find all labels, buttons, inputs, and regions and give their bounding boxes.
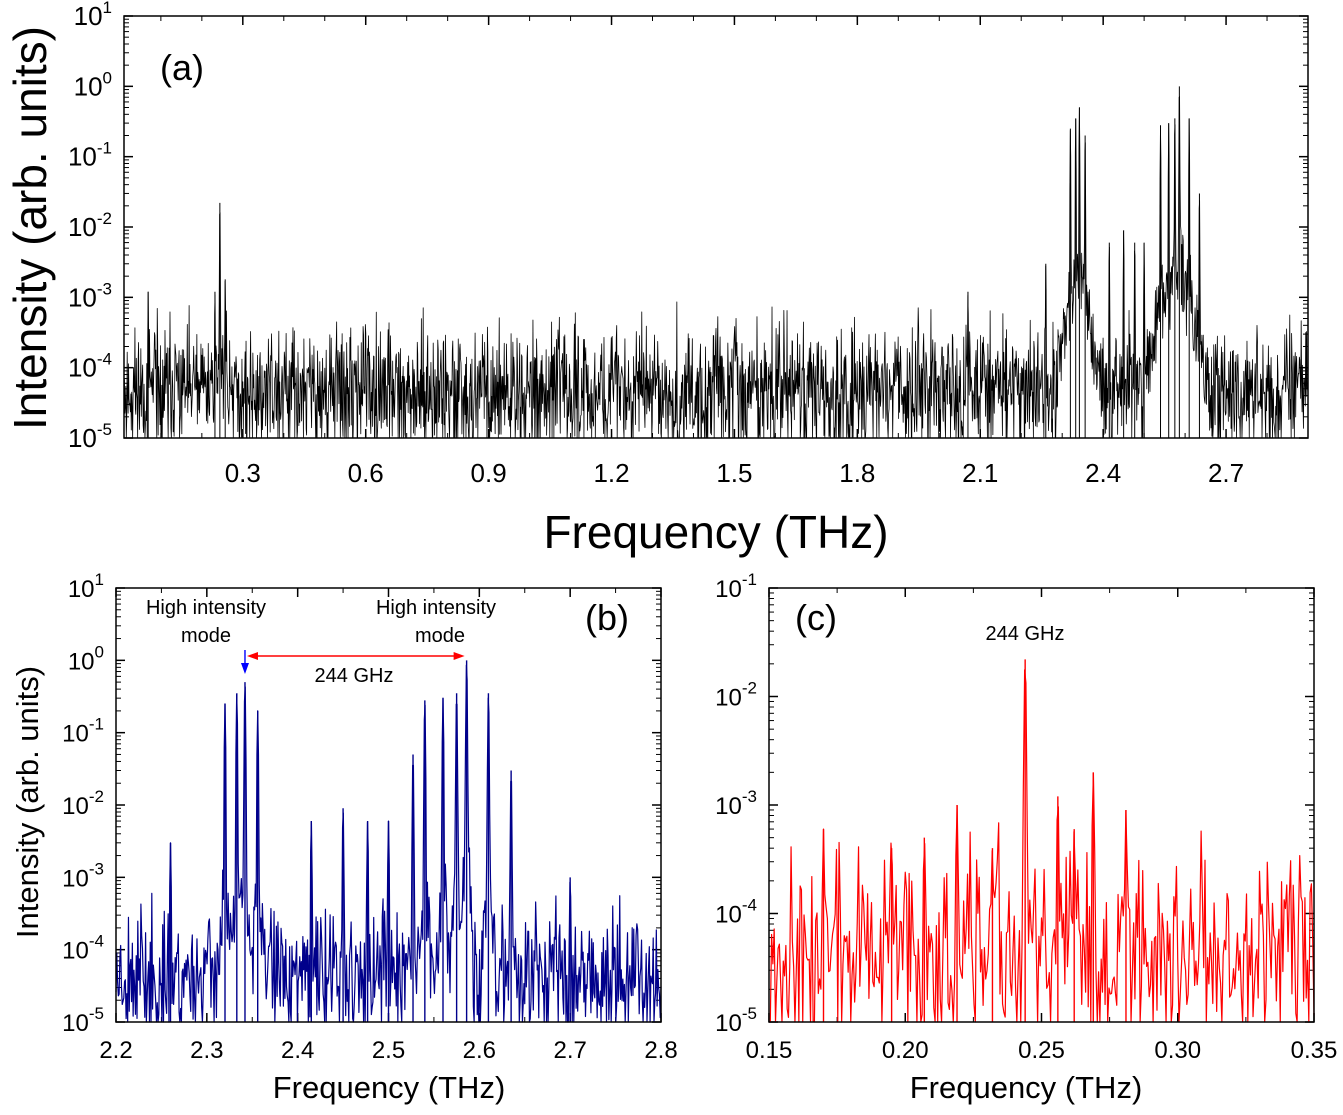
y-tick-label: 100 [68, 642, 104, 675]
panel-a-y-tick-labels: 10-5 10-4 10-3 10-2 10-1 100 101 [68, 0, 112, 453]
x-tick-label: 2.4 [281, 1037, 314, 1064]
panel-a-label: (a) [160, 47, 204, 88]
panel-a-series [123, 86, 1309, 439]
mode-arrow-head [240, 663, 249, 674]
y-tick-label: 10-1 [62, 715, 104, 748]
x-tick-label: 2.1 [962, 458, 998, 488]
panel-b-right-mode-label-line1: High intensity [376, 597, 496, 619]
panel-a: 10-5 10-4 10-3 10-2 10-1 100 101 0.3 0.6 0.9 1.2 1… [4, 0, 1309, 558]
y-tick-label: 101 [74, 0, 112, 31]
panel-c-ticks [768, 587, 1315, 1023]
panel-c-x-tick-labels: 0.15 0.20 0.25 0.30 0.35 [746, 1037, 1338, 1064]
panel-c-frame [768, 587, 1315, 1023]
x-tick-label: 1.2 [593, 458, 629, 488]
x-tick-label: 1.5 [716, 458, 752, 488]
panel-b-y-tick-labels: 10-5 10-4 10-3 10-2 10-1 100 101 [62, 570, 104, 1037]
x-tick-label: 0.15 [746, 1037, 793, 1064]
x-tick-label: 0.35 [1291, 1037, 1338, 1064]
y-tick-label: 10-5 [62, 1004, 104, 1037]
x-tick-label: 2.7 [553, 1037, 586, 1064]
panel-b-series [115, 660, 662, 1023]
panel-b-x-axis-title: Frequency (THz) [273, 1070, 506, 1105]
x-tick-label: 0.25 [1018, 1037, 1065, 1064]
panel-b-label: (b) [585, 597, 629, 638]
x-tick-label: 2.8 [644, 1037, 677, 1064]
panel-b-frame [115, 587, 662, 1023]
panel-a-ticks [124, 15, 1309, 439]
panel-a-y-axis-title: Intensity (arb. units) [4, 26, 56, 430]
y-tick-label: 10-1 [715, 570, 757, 603]
panel-b-arrows [240, 650, 465, 674]
x-tick-label: 0.20 [882, 1037, 929, 1064]
y-tick-label: 10-5 [715, 1004, 757, 1037]
panel-b-y-axis-title: Intensity (arb. units) [10, 666, 45, 938]
y-tick-label: 10-4 [715, 896, 757, 929]
panel-c-peak-label: 244 GHz [986, 623, 1065, 645]
y-tick-label: 10-2 [715, 679, 757, 712]
y-tick-label: 10-4 [62, 932, 104, 965]
panel-c-y-tick-labels: 10-5 10-4 10-3 10-2 10-1 [715, 570, 757, 1037]
y-tick-label: 10-1 [68, 139, 112, 172]
x-tick-label: 2.3 [190, 1037, 223, 1064]
x-tick-label: 0.6 [348, 458, 384, 488]
panel-b-spacing-label: 244 GHz [315, 665, 394, 687]
y-tick-label: 101 [68, 570, 104, 603]
y-tick-label: 10-3 [68, 279, 112, 312]
y-tick-label: 10-5 [68, 420, 112, 453]
y-tick-label: 10-4 [68, 350, 112, 383]
x-tick-label: 2.6 [463, 1037, 496, 1064]
panel-c: 10-5 10-4 10-3 10-2 10-1 0.15 0.20 0.25 0.30 0.3… [715, 570, 1337, 1105]
x-tick-label: 0.3 [225, 458, 261, 488]
spacing-arrow-head-right [453, 652, 465, 660]
series-line-c [769, 669, 1315, 1023]
spacing-arrow-head-left [246, 652, 258, 660]
y-tick-label: 10-2 [62, 787, 104, 820]
x-tick-label: 2.2 [99, 1037, 132, 1064]
x-tick-label: 2.4 [1085, 458, 1121, 488]
panel-b-x-tick-labels: 2.2 2.3 2.4 2.5 2.6 2.7 2.8 [99, 1037, 677, 1064]
x-tick-label: 1.8 [839, 458, 875, 488]
y-tick-label: 100 [74, 68, 112, 101]
x-tick-label: 2.5 [372, 1037, 405, 1064]
y-tick-label: 10-3 [715, 787, 757, 820]
x-tick-label: 0.30 [1154, 1037, 1201, 1064]
y-tick-label: 10-2 [68, 209, 112, 242]
y-tick-label: 10-3 [62, 859, 104, 892]
panel-b-left-mode-label-line2: mode [181, 625, 231, 647]
panel-b-right-mode-label-line2: mode [415, 625, 465, 647]
panel-a-frame [123, 15, 1309, 439]
panel-c-label: (c) [795, 597, 837, 638]
panel-a-x-tick-labels: 0.3 0.6 0.9 1.2 1.5 1.8 2.1 2.4 2.7 [225, 458, 1244, 488]
panel-a-x-axis-title: Frequency (THz) [543, 506, 888, 558]
series-line-a [123, 96, 1309, 439]
x-tick-label: 2.7 [1208, 458, 1244, 488]
panel-c-series [769, 659, 1315, 1023]
panel-c-x-axis-title: Frequency (THz) [910, 1070, 1143, 1105]
x-tick-label: 0.9 [471, 458, 507, 488]
panel-b-left-mode-label-line1: High intensity [146, 597, 266, 619]
